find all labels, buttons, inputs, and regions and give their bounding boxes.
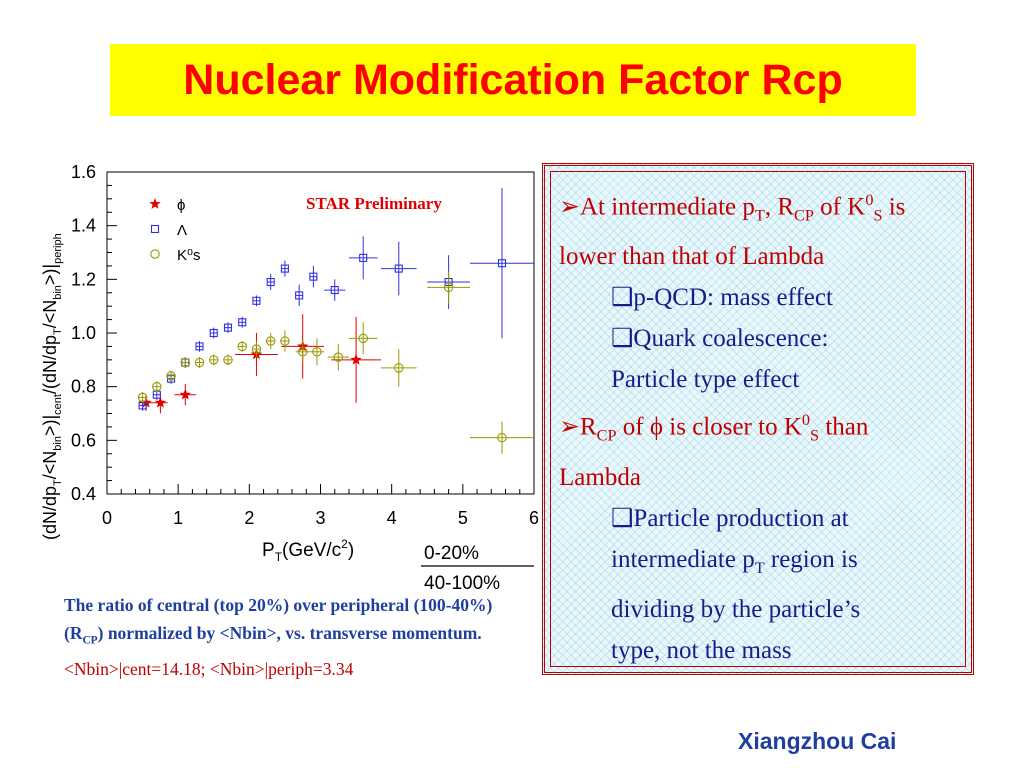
data-point bbox=[497, 432, 507, 443]
sub-bullet-pqcd: ❑p-QCD: mass effect bbox=[611, 284, 833, 312]
data-point bbox=[443, 282, 454, 293]
data-point bbox=[179, 388, 191, 400]
y-tick-label: 1.6 bbox=[71, 162, 96, 182]
data-point bbox=[266, 277, 275, 287]
data-point bbox=[237, 341, 247, 352]
rcp-chart: 0 1 2 3 4 5 6 0.4 0.6 0.8 1.0 1.2 1.4 1.6 ϕΛ K⁰s STAR … bbox=[40, 162, 539, 594]
x-axis-label: PT(GeV/c2) bbox=[262, 537, 354, 564]
title-banner: Nuclear Modification Factor Rcp bbox=[110, 44, 916, 116]
series-square bbox=[138, 188, 534, 411]
data-point bbox=[330, 286, 339, 295]
data-point bbox=[358, 333, 368, 344]
data-point bbox=[280, 336, 290, 346]
x-tick-label: 2 bbox=[244, 508, 254, 528]
x-tick-label: 0 bbox=[102, 508, 112, 528]
ratio-label-bottom: 40-100% bbox=[424, 573, 500, 594]
data-point bbox=[394, 264, 403, 273]
data-point bbox=[223, 323, 233, 332]
legend: ϕΛ K⁰s bbox=[149, 197, 201, 264]
star-preliminary-annotation: STAR Preliminary bbox=[306, 194, 442, 213]
data-point bbox=[209, 355, 219, 365]
data-point bbox=[309, 272, 318, 281]
data-point bbox=[280, 264, 289, 273]
data-point bbox=[350, 353, 362, 365]
y-tick-label: 1.4 bbox=[71, 216, 96, 236]
data-point bbox=[194, 357, 205, 368]
nbin-values: <Nbin>|cent=14.18; <Nbin>|periph=3.34 bbox=[64, 658, 354, 679]
data-point bbox=[333, 352, 344, 362]
legend-marker bbox=[150, 249, 160, 259]
x-tick-label: 1 bbox=[173, 508, 183, 528]
legend-marker bbox=[149, 198, 161, 209]
x-tick-label: 3 bbox=[315, 508, 325, 528]
data-point bbox=[394, 363, 404, 373]
data-point bbox=[137, 392, 148, 403]
axis-ticks: 0 1 2 3 4 5 6 0.4 0.6 0.8 1.0 1.2 1.4 1.6 bbox=[71, 162, 539, 528]
bullet-1: ➢At intermediate pT, RCP of K0S is lower… bbox=[559, 191, 906, 271]
y-tick-label: 0.4 bbox=[71, 484, 96, 504]
data-point bbox=[295, 291, 304, 300]
bullet-2: ➢RCP of ϕ is closer to K0S than Lambda bbox=[559, 411, 869, 491]
series-star bbox=[139, 314, 381, 414]
data-point bbox=[312, 347, 322, 357]
series-layer bbox=[137, 188, 534, 454]
figure-caption: The ratio of central (top 20%) over peri… bbox=[64, 591, 534, 683]
data-point bbox=[265, 336, 276, 346]
data-point bbox=[180, 357, 191, 368]
series-circle bbox=[137, 271, 534, 454]
y-tick-label: 0.6 bbox=[71, 430, 96, 450]
arrow-bullet-icon: ➢ bbox=[559, 413, 580, 441]
x-tick-label: 4 bbox=[387, 508, 397, 528]
data-point bbox=[252, 296, 261, 305]
x-tick-label: 6 bbox=[529, 508, 539, 528]
y-tick-label: 1.2 bbox=[71, 269, 96, 289]
data-point bbox=[238, 318, 247, 327]
ratio-label-top: 0-20% bbox=[424, 543, 479, 564]
legend-label: K⁰s bbox=[177, 247, 201, 264]
data-point bbox=[359, 253, 368, 262]
bullet-panel: ➢At intermediate pT, RCP of K0S is lower… bbox=[542, 163, 974, 675]
data-point bbox=[195, 342, 204, 351]
x-tick-label: 5 bbox=[458, 508, 468, 528]
data-point bbox=[152, 381, 162, 392]
y-axis-label: (dN/dpT/<Nbin>)|cent/(dN/dpT/<Nbin>)|per… bbox=[40, 233, 64, 540]
y-tick-label: 0.8 bbox=[71, 377, 96, 397]
data-point bbox=[223, 355, 233, 365]
legend-label: ϕ bbox=[177, 197, 185, 214]
slide-title: Nuclear Modification Factor Rcp bbox=[183, 55, 843, 104]
arrow-bullet-icon: ➢ bbox=[559, 193, 580, 221]
data-point bbox=[497, 259, 507, 268]
checkbox-bullet-icon: ❑ bbox=[611, 284, 634, 312]
data-point bbox=[154, 396, 167, 408]
sub-bullet-production: ❑Particle production at intermediate pT r… bbox=[611, 504, 861, 664]
legend-marker bbox=[150, 224, 160, 234]
sub-bullet-coalescence: ❑Quark coalescence: Particle type effect bbox=[611, 325, 829, 394]
checkbox-bullet-icon: ❑ bbox=[611, 504, 634, 532]
data-point bbox=[209, 328, 218, 338]
author-name: Xiangzhou Cai bbox=[738, 728, 897, 754]
data-point bbox=[166, 371, 176, 381]
plot-frame bbox=[106, 171, 535, 495]
data-point bbox=[297, 347, 308, 357]
legend-label: Λ bbox=[177, 222, 187, 239]
y-tick-label: 1.0 bbox=[71, 323, 96, 343]
checkbox-bullet-icon: ❑ bbox=[611, 325, 634, 353]
data-point bbox=[251, 344, 262, 354]
